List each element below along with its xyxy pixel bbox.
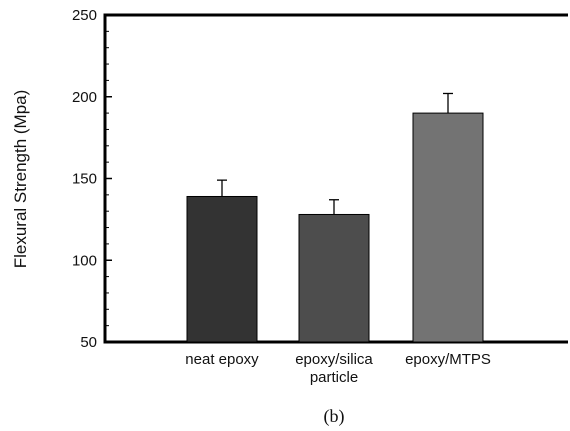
category-label-1: epoxy/silica particle [295,351,373,386]
category-label-0: neat epoxy [185,351,259,368]
category-label-2: epoxy/MTPS [405,351,491,368]
bar-0 [186,195,258,343]
x-categories: neat epoxy epoxy/silica particle epoxy/MTPS [185,351,491,386]
bar-1 [298,213,370,343]
y-tick-label-50: 50 [80,334,97,351]
y-tick-label-200: 200 [72,89,97,106]
category-label-line: neat epoxy [185,351,259,368]
error-bars [217,92,453,215]
category-label-line: epoxy/MTPS [405,351,491,368]
y-tick-label-250: 250 [72,7,97,24]
category-label-line: particle [310,369,358,386]
bar-2 [412,112,484,343]
figure-caption: (b) [324,406,345,427]
category-label-line: epoxy/silica [295,351,373,368]
y-axis-label: Flexural Strength (Mpa) [11,90,30,269]
y-ticks: 50 100 150 200 250 [72,7,112,351]
y-tick-label-150: 150 [72,171,97,188]
y-tick-label-100: 100 [72,252,97,269]
bars [186,112,484,343]
